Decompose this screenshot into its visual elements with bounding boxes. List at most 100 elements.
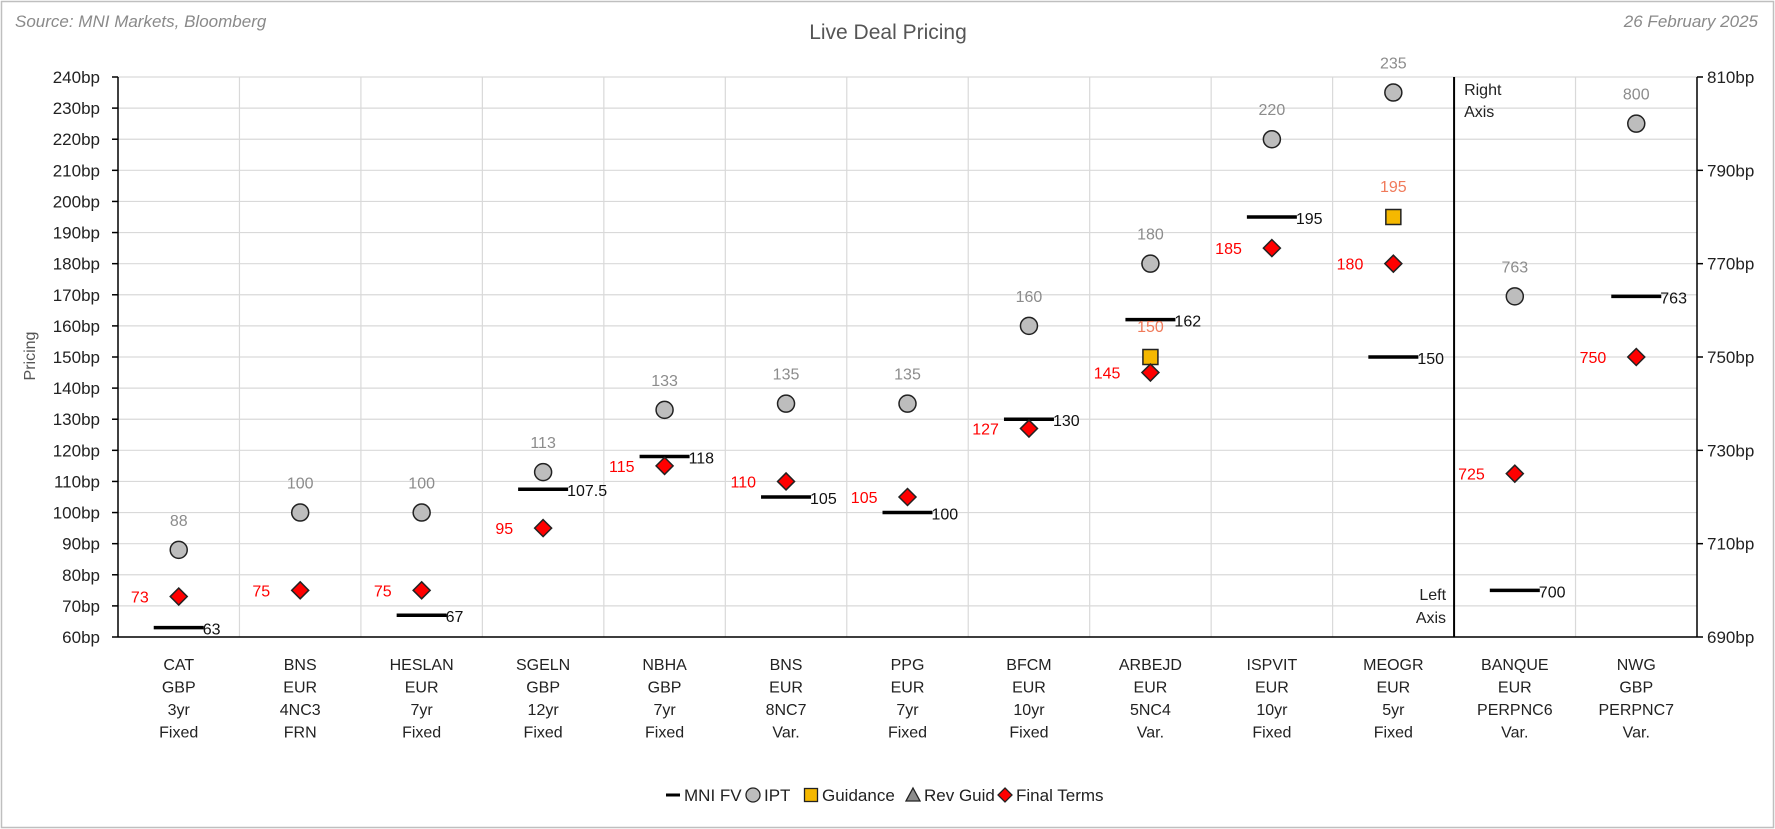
final-terms-point <box>169 586 189 607</box>
left-tick-label: 100bp <box>53 504 100 523</box>
category-label: 8NC7 <box>766 702 807 719</box>
ipt-point <box>290 503 310 522</box>
category-label: BNS <box>770 657 803 674</box>
ipt-point <box>1262 129 1282 149</box>
category-label: Var. <box>1137 725 1164 742</box>
left-axis-note: Axis <box>1416 610 1446 627</box>
legend: MNI FV IPT Guidance Rev Guid Final Terms <box>666 786 1104 805</box>
guidance-label: 150 <box>1137 319 1164 336</box>
chart-title: Live Deal Pricing <box>809 21 967 44</box>
fv-label: 195 <box>1296 211 1323 228</box>
left-tick-label: 90bp <box>62 535 100 554</box>
fv-label: 100 <box>932 507 959 524</box>
category-label: EUR <box>769 680 803 697</box>
left-tick-label: 60bp <box>62 628 100 647</box>
final-terms-label: 75 <box>252 583 270 600</box>
left-tick-label: 150bp <box>53 348 100 367</box>
ipt-point <box>169 540 188 560</box>
category-label: 7yr <box>653 702 676 719</box>
category-label: EUR <box>891 680 925 697</box>
final-terms-label: 105 <box>851 490 878 507</box>
left-tick-label: 110bp <box>54 472 100 491</box>
final-terms-point <box>1505 464 1525 484</box>
ipt-label: 113 <box>530 435 556 452</box>
final-terms-point <box>1140 362 1160 383</box>
category-label: Fixed <box>888 725 927 742</box>
category-label: BFCM <box>1006 657 1051 674</box>
category-label: 4NC3 <box>280 702 321 719</box>
final-terms-label: 75 <box>374 583 392 600</box>
legend-guidance-swatch <box>803 787 819 803</box>
category-label: EUR <box>1255 680 1289 697</box>
category-label: PERPNC7 <box>1598 702 1674 719</box>
fv-label: 150 <box>1417 351 1444 368</box>
category-label: EUR <box>1376 680 1410 697</box>
category-label: 10yr <box>1256 702 1288 719</box>
final-terms-label: 145 <box>1094 366 1121 383</box>
left-tick-label: 240bp <box>53 68 100 87</box>
fv-label: 118 <box>689 451 715 468</box>
category-label: Fixed <box>645 725 684 742</box>
right-tick-label: 710bp <box>1707 535 1754 554</box>
final-terms-point <box>412 580 432 600</box>
source-note: Source: MNI Markets, Bloomberg <box>15 12 267 31</box>
category-label: Var. <box>1623 725 1650 742</box>
ipt-label: 133 <box>651 373 678 390</box>
date-note: 26 February 2025 <box>1623 12 1759 31</box>
fv-label: 162 <box>1174 314 1201 331</box>
legend-entry-label: IPT <box>764 786 790 805</box>
legend-entry-label: Rev Guid <box>924 786 995 805</box>
category-label: Fixed <box>1374 725 1413 742</box>
ipt-label: 220 <box>1259 102 1286 119</box>
fv-label: 105 <box>810 491 837 508</box>
right-axis-note: Right <box>1464 82 1502 99</box>
category-label: Fixed <box>159 725 198 742</box>
category-label: 7yr <box>411 702 434 719</box>
category-label: PPG <box>891 657 925 674</box>
ipt-label: 135 <box>773 367 800 384</box>
guidance-point <box>1385 208 1402 226</box>
fv-label: 700 <box>1539 584 1566 601</box>
final-terms-point <box>1019 418 1039 439</box>
right-tick-label: 750bp <box>1707 348 1754 367</box>
left-tick-label: 190bp <box>53 224 100 243</box>
fv-label: 63 <box>203 622 221 639</box>
left-tick-label: 140bp <box>53 379 100 398</box>
category-label: BNS <box>284 657 317 674</box>
final-terms-label: 750 <box>1580 350 1607 367</box>
final-terms-point <box>290 580 310 600</box>
final-terms-point <box>776 471 796 492</box>
final-terms-point <box>655 456 675 476</box>
category-label: Fixed <box>1252 725 1291 742</box>
final-terms-label: 127 <box>972 422 999 439</box>
right-tick-label: 730bp <box>1707 441 1754 460</box>
category-label: Fixed <box>524 725 563 742</box>
left-tick-label: 180bp <box>53 255 100 274</box>
final-terms-label: 95 <box>495 521 513 538</box>
y-axis-label: Pricing <box>22 332 39 381</box>
ipt-label: 100 <box>287 476 314 493</box>
final-terms-label: 115 <box>609 459 635 476</box>
ipt-label: 100 <box>408 476 435 493</box>
final-terms-label: 180 <box>1337 257 1364 274</box>
fv-label: 763 <box>1660 290 1687 307</box>
ipt-label: 763 <box>1501 259 1528 276</box>
ipt-point <box>1627 114 1646 133</box>
right-axis-note: Axis <box>1464 104 1494 121</box>
left-tick-label: 80bp <box>62 566 100 585</box>
category-label: 12yr <box>528 702 560 719</box>
ipt-point <box>898 394 917 413</box>
right-tick-label: 770bp <box>1707 255 1754 274</box>
ipt-label: 235 <box>1380 56 1407 73</box>
category-label: NBHA <box>642 657 687 674</box>
final-terms-point <box>533 518 553 538</box>
left-tick-label: 170bp <box>53 286 100 305</box>
left-tick-label: 220bp <box>53 130 100 149</box>
category-label: GBP <box>1619 680 1653 697</box>
final-terms-label: 185 <box>1215 241 1242 258</box>
ipt-point <box>776 394 796 413</box>
ipt-point <box>1141 254 1160 273</box>
data-marks: 63 88 73 100 75 67 100 75 107.5 113 95 118 133 115 105… <box>131 56 1687 639</box>
